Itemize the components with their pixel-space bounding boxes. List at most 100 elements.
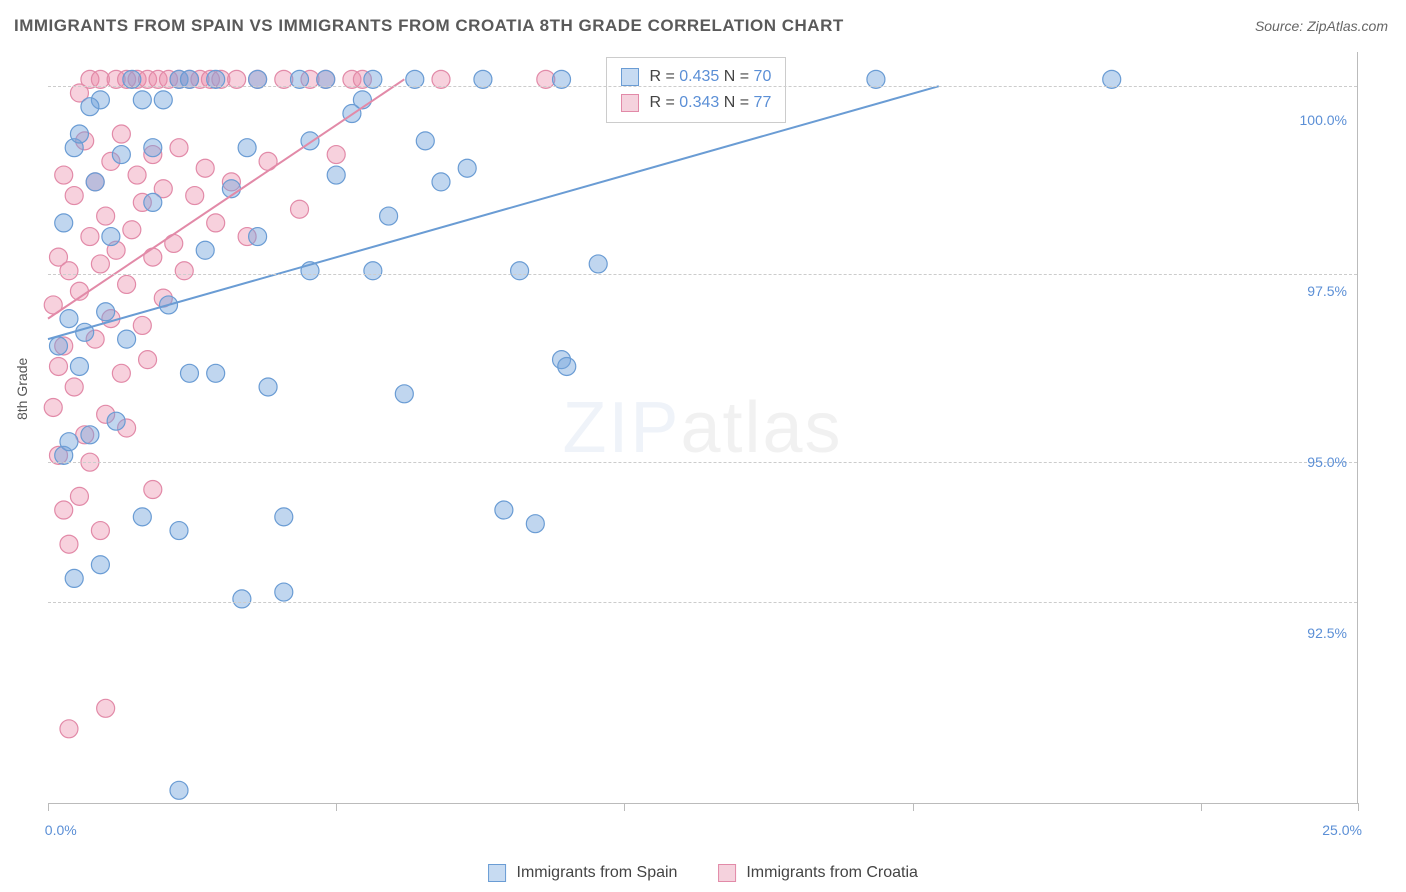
data-point: [170, 139, 188, 157]
data-point: [123, 221, 141, 239]
swatch-croatia: [621, 94, 639, 112]
data-point: [65, 569, 83, 587]
n-value-spain: 70: [754, 68, 772, 85]
data-point: [416, 132, 434, 150]
r-value-croatia: 0.343: [679, 94, 719, 111]
data-point: [97, 207, 115, 225]
data-point: [128, 166, 146, 184]
data-point: [44, 398, 62, 416]
data-point: [144, 193, 162, 211]
x-tick-mark: [913, 803, 914, 811]
plot-area: ZIPatlas R = 0.435 N = 70 R = 0.343 N = …: [48, 52, 1358, 804]
data-point: [186, 187, 204, 205]
data-point: [154, 91, 172, 109]
trend-line: [48, 86, 939, 339]
data-point: [170, 781, 188, 799]
data-point: [196, 241, 214, 259]
x-tick-mark: [48, 803, 49, 811]
data-point: [112, 364, 130, 382]
swatch-croatia-icon: [718, 864, 736, 882]
data-point: [364, 262, 382, 280]
data-point: [81, 98, 99, 116]
r-value-spain: 0.435: [679, 68, 719, 85]
data-point: [139, 351, 157, 369]
data-point: [55, 214, 73, 232]
data-point: [55, 166, 73, 184]
data-point: [395, 385, 413, 403]
x-tick-mark: [1201, 803, 1202, 811]
data-point: [65, 187, 83, 205]
data-point: [170, 522, 188, 540]
data-point: [49, 337, 67, 355]
data-point: [60, 433, 78, 451]
data-point: [86, 173, 104, 191]
data-point: [207, 364, 225, 382]
data-point: [589, 255, 607, 273]
data-point: [70, 487, 88, 505]
data-point: [353, 91, 371, 109]
y-tick-label: 95.0%: [1307, 454, 1347, 470]
data-point: [70, 357, 88, 375]
x-tick-mark: [624, 803, 625, 811]
data-point: [70, 125, 88, 143]
data-point: [175, 262, 193, 280]
data-point: [112, 146, 130, 164]
x-tick-mark: [1358, 803, 1359, 811]
data-point: [91, 556, 109, 574]
r-label-croatia: R =: [649, 94, 679, 111]
x-tick-mark: [336, 803, 337, 811]
gridline: [48, 86, 1357, 87]
gridline: [48, 274, 1357, 275]
data-point: [65, 378, 83, 396]
n-value-croatia: 77: [754, 94, 772, 111]
data-point: [259, 378, 277, 396]
data-point: [144, 248, 162, 266]
data-point: [327, 146, 345, 164]
data-point: [432, 173, 450, 191]
data-point: [380, 207, 398, 225]
gridline: [48, 602, 1357, 603]
data-point: [49, 357, 67, 375]
data-point: [196, 159, 214, 177]
swatch-spain: [621, 68, 639, 86]
gridline: [48, 462, 1357, 463]
stats-row-croatia: R = 0.343 N = 77: [621, 90, 771, 116]
y-tick-label: 97.5%: [1307, 283, 1347, 299]
x-tick-label: 25.0%: [1322, 822, 1362, 838]
legend-label-spain: Immigrants from Spain: [517, 864, 678, 881]
data-point: [133, 91, 151, 109]
data-point: [97, 303, 115, 321]
r-label-spain: R =: [649, 68, 679, 85]
source-label: Source: ZipAtlas.com: [1255, 18, 1388, 34]
data-point: [165, 234, 183, 252]
legend-item-croatia: Immigrants from Croatia: [718, 864, 918, 881]
data-point: [144, 139, 162, 157]
y-tick-label: 92.5%: [1307, 625, 1347, 641]
n-label-spain: N =: [724, 68, 754, 85]
data-point: [291, 200, 309, 218]
data-point: [458, 159, 476, 177]
n-label-croatia: N =: [724, 94, 754, 111]
data-point: [60, 262, 78, 280]
legend-item-spain: Immigrants from Spain: [488, 864, 682, 881]
data-point: [133, 316, 151, 334]
data-point: [511, 262, 529, 280]
data-point: [233, 590, 251, 608]
data-point: [60, 720, 78, 738]
data-point: [60, 310, 78, 328]
legend-label-croatia: Immigrants from Croatia: [746, 864, 918, 881]
data-point: [55, 501, 73, 519]
data-point: [558, 357, 576, 375]
data-point: [97, 699, 115, 717]
data-point: [238, 139, 256, 157]
x-tick-label: 0.0%: [45, 822, 77, 838]
data-point: [495, 501, 513, 519]
data-point: [207, 214, 225, 232]
y-axis-label: 8th Grade: [14, 358, 30, 420]
data-point: [526, 515, 544, 533]
trend-line: [48, 79, 404, 318]
chart-title: IMMIGRANTS FROM SPAIN VS IMMIGRANTS FROM…: [14, 16, 844, 36]
data-point: [118, 330, 136, 348]
data-point: [91, 522, 109, 540]
data-point: [107, 412, 125, 430]
